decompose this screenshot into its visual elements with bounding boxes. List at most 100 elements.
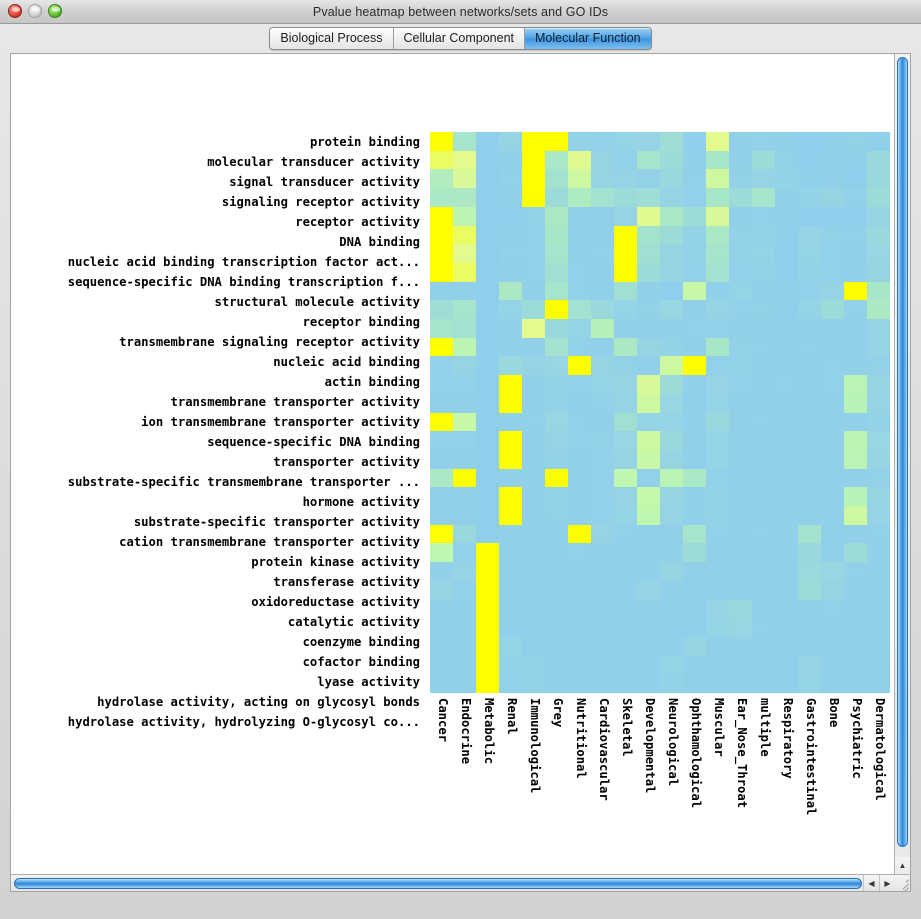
- heatmap-cell[interactable]: [752, 580, 775, 600]
- heatmap-cell[interactable]: [821, 300, 844, 319]
- heatmap-cell[interactable]: [430, 281, 453, 301]
- heatmap-cell[interactable]: [775, 506, 798, 525]
- heatmap-cell[interactable]: [844, 655, 867, 675]
- heatmap-cell[interactable]: [867, 599, 890, 619]
- heatmap-cell[interactable]: [591, 562, 614, 581]
- heatmap-cell[interactable]: [660, 449, 683, 469]
- heatmap-cell[interactable]: [660, 244, 683, 263]
- heatmap-grid[interactable]: [430, 132, 890, 693]
- heatmap-cell[interactable]: [591, 169, 614, 189]
- heatmap-cell[interactable]: [660, 262, 683, 282]
- heatmap-cell[interactable]: [844, 562, 867, 581]
- heatmap-cell[interactable]: [844, 225, 867, 245]
- heatmap-cell[interactable]: [545, 599, 568, 619]
- heatmap-cell[interactable]: [798, 506, 821, 525]
- heatmap-cell[interactable]: [499, 449, 522, 469]
- heatmap-cell[interactable]: [476, 599, 499, 619]
- scroll-right-icon[interactable]: ▶: [879, 875, 895, 891]
- heatmap-cell[interactable]: [637, 543, 660, 563]
- heatmap-cell[interactable]: [545, 281, 568, 301]
- heatmap-cell[interactable]: [752, 244, 775, 263]
- heatmap-cell[interactable]: [591, 506, 614, 525]
- heatmap-cell[interactable]: [752, 132, 775, 151]
- heatmap-cell[interactable]: [430, 618, 453, 637]
- heatmap-cell[interactable]: [752, 636, 775, 656]
- heatmap-cell[interactable]: [798, 655, 821, 675]
- heatmap-cell[interactable]: [591, 674, 614, 693]
- heatmap-cell[interactable]: [867, 188, 890, 207]
- heatmap-cell[interactable]: [683, 562, 706, 581]
- heatmap-cell[interactable]: [545, 188, 568, 207]
- heatmap-cell[interactable]: [430, 487, 453, 506]
- heatmap-cell[interactable]: [568, 206, 591, 226]
- heatmap-cell[interactable]: [729, 562, 752, 581]
- heatmap-cell[interactable]: [568, 562, 591, 581]
- heatmap-cell[interactable]: [499, 431, 522, 450]
- heatmap-cell[interactable]: [522, 618, 545, 637]
- heatmap-cell[interactable]: [867, 506, 890, 525]
- heatmap-cell[interactable]: [568, 468, 591, 488]
- heatmap-cell[interactable]: [522, 562, 545, 581]
- heatmap-cell[interactable]: [522, 655, 545, 675]
- heatmap-cell[interactable]: [867, 562, 890, 581]
- heatmap-cell[interactable]: [798, 132, 821, 151]
- heatmap-cell[interactable]: [706, 244, 729, 263]
- heatmap-cell[interactable]: [522, 599, 545, 619]
- heatmap-cell[interactable]: [660, 393, 683, 413]
- vertical-scrollbar[interactable]: [894, 54, 910, 876]
- heatmap-cell[interactable]: [453, 506, 476, 525]
- heatmap-cell[interactable]: [591, 636, 614, 656]
- heatmap-cell[interactable]: [476, 375, 499, 394]
- heatmap-cell[interactable]: [430, 393, 453, 413]
- heatmap-cell[interactable]: [568, 150, 591, 170]
- heatmap-cell[interactable]: [637, 562, 660, 581]
- heatmap-cell[interactable]: [706, 431, 729, 450]
- heatmap-cell[interactable]: [660, 169, 683, 189]
- heatmap-cell[interactable]: [867, 337, 890, 357]
- heatmap-cell[interactable]: [453, 188, 476, 207]
- minimize-button[interactable]: [28, 4, 42, 18]
- heatmap-cell[interactable]: [476, 618, 499, 637]
- heatmap-cell[interactable]: [867, 543, 890, 563]
- heatmap-cell[interactable]: [706, 468, 729, 488]
- heatmap-cell[interactable]: [844, 206, 867, 226]
- heatmap-cell[interactable]: [453, 319, 476, 338]
- heatmap-cell[interactable]: [568, 599, 591, 619]
- heatmap-cell[interactable]: [798, 412, 821, 432]
- heatmap-cell[interactable]: [683, 449, 706, 469]
- heatmap-cell[interactable]: [775, 449, 798, 469]
- heatmap-cell[interactable]: [430, 206, 453, 226]
- heatmap-cell[interactable]: [683, 468, 706, 488]
- heatmap-cell[interactable]: [453, 225, 476, 245]
- heatmap-cell[interactable]: [591, 300, 614, 319]
- heatmap-cell[interactable]: [522, 543, 545, 563]
- heatmap-cell[interactable]: [821, 262, 844, 282]
- heatmap-cell[interactable]: [683, 356, 706, 376]
- heatmap-cell[interactable]: [476, 225, 499, 245]
- heatmap-cell[interactable]: [706, 412, 729, 432]
- heatmap-cell[interactable]: [430, 244, 453, 263]
- heatmap-cell[interactable]: [844, 636, 867, 656]
- heatmap-cell[interactable]: [614, 375, 637, 394]
- heatmap-cell[interactable]: [453, 393, 476, 413]
- heatmap-cell[interactable]: [499, 674, 522, 693]
- heatmap-cell[interactable]: [637, 375, 660, 394]
- heatmap-cell[interactable]: [867, 262, 890, 282]
- heatmap-cell[interactable]: [453, 487, 476, 506]
- heatmap-cell[interactable]: [867, 132, 890, 151]
- heatmap-cell[interactable]: [821, 132, 844, 151]
- heatmap-cell[interactable]: [706, 319, 729, 338]
- heatmap-cell[interactable]: [476, 319, 499, 338]
- heatmap-cell[interactable]: [430, 150, 453, 170]
- heatmap-cell[interactable]: [660, 655, 683, 675]
- heatmap-cell[interactable]: [729, 543, 752, 563]
- heatmap-cell[interactable]: [522, 356, 545, 376]
- heatmap-cell[interactable]: [775, 468, 798, 488]
- heatmap-cell[interactable]: [752, 375, 775, 394]
- heatmap-cell[interactable]: [545, 393, 568, 413]
- heatmap-cell[interactable]: [430, 412, 453, 432]
- heatmap-cell[interactable]: [660, 188, 683, 207]
- heatmap-cell[interactable]: [499, 356, 522, 376]
- heatmap-cell[interactable]: [683, 225, 706, 245]
- heatmap-cell[interactable]: [476, 468, 499, 488]
